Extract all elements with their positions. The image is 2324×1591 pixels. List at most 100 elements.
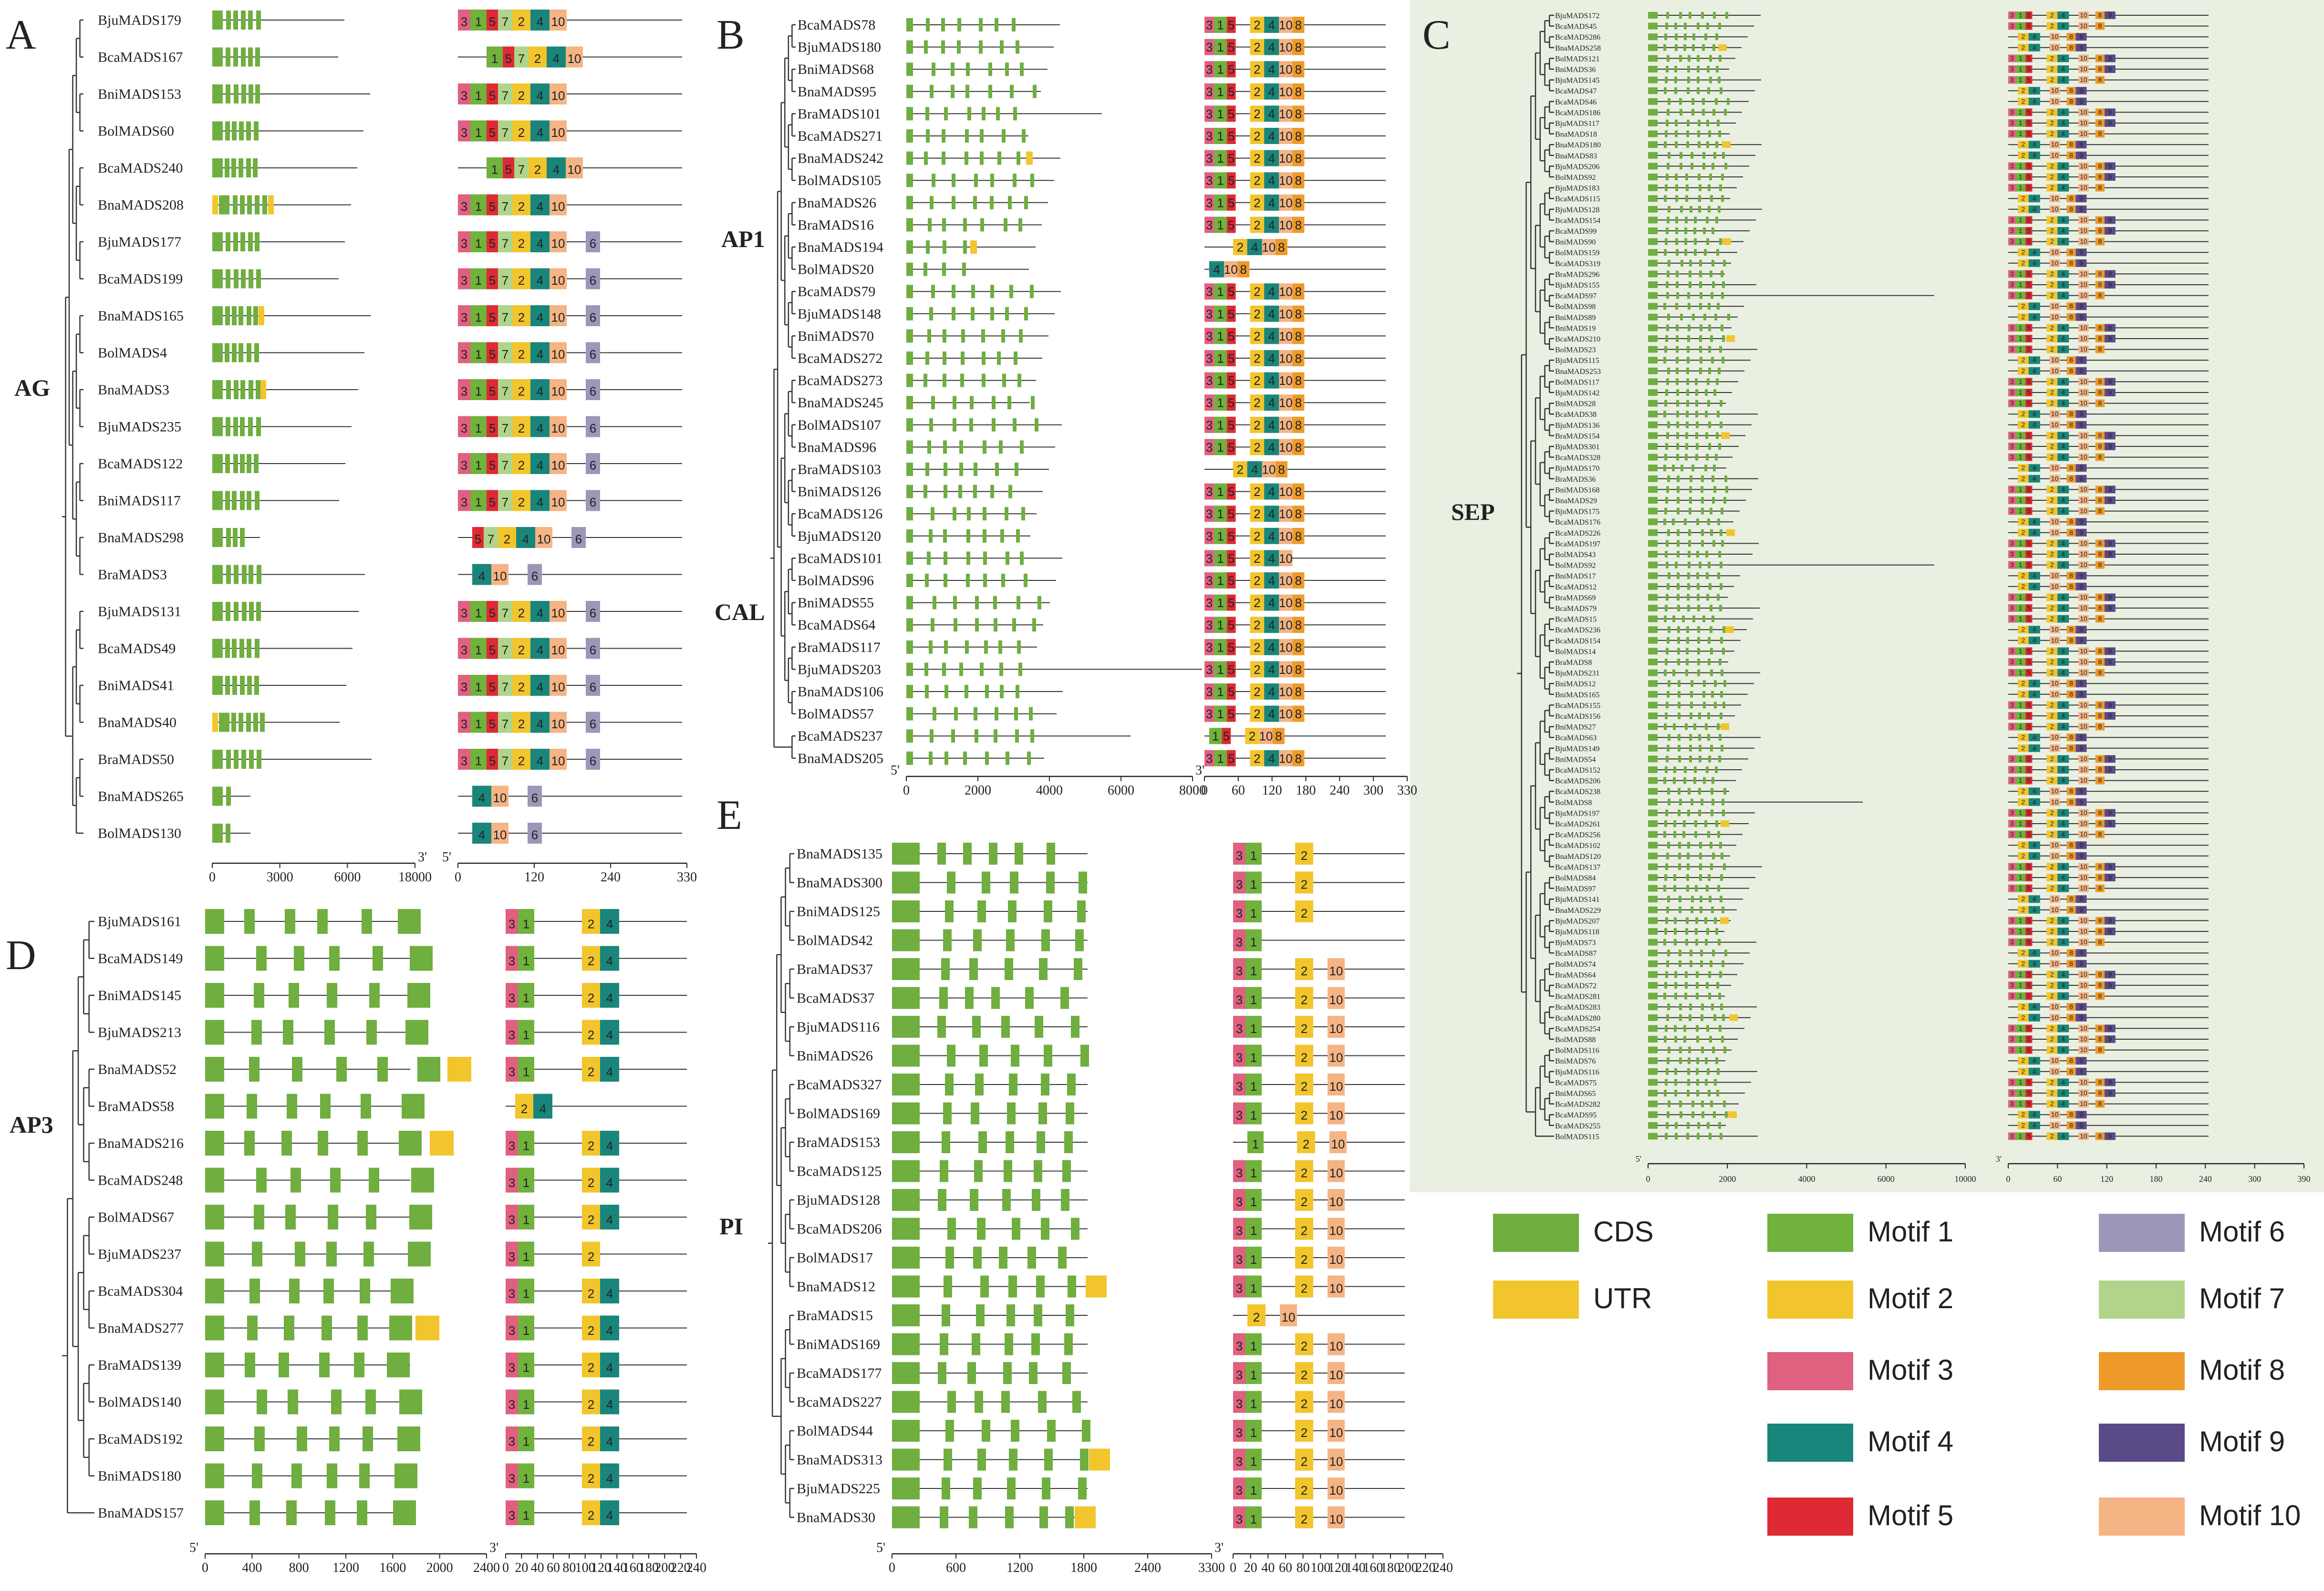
cds-exon [407,983,430,1008]
cds-exon [1678,788,1681,795]
motif-number: 3 [508,917,515,931]
cds-exon [232,639,237,658]
motif-number: 4 [2033,895,2036,903]
cds-exon [1648,874,1658,881]
gene-name-label: BjuMADS117 [1555,120,1599,128]
motif-number: 4 [537,88,543,103]
cds-exon [1686,130,1689,137]
motif-3-block [1204,283,1214,300]
motif-2-block [2018,313,2029,321]
motif-1-block [1214,483,1227,500]
cds-exon [320,1094,331,1119]
gene-name-label: BcaMADS206 [797,1221,882,1237]
motif-number: 10 [2051,410,2059,418]
motif-number: 2 [2050,1100,2054,1107]
cds-exon [1696,551,1699,558]
cds-exon [399,1131,422,1156]
motif-8-block [2066,43,2076,52]
cds-exon [212,232,223,251]
cds-exon [226,824,230,843]
motif-number: 4 [2061,442,2065,450]
motif-3-block [1204,439,1214,455]
cds-exon [212,750,223,769]
motif-2-block [1250,128,1265,144]
cds-exon [226,750,231,769]
cds-exon [1674,22,1677,30]
motif-number: 4 [2061,809,2065,816]
motif-2-block [512,749,530,770]
cds-exon [1696,1090,1699,1096]
motif-number: 10 [1259,729,1273,744]
motif-number: 1 [2019,496,2023,504]
axis-tick-label: 8000 [1179,783,1206,798]
cds-exon [240,380,245,399]
cds-exon [225,491,230,510]
motif-9-block [2075,367,2087,375]
motif-number: 10 [2051,798,2059,806]
motif-number: 1 [2019,938,2023,946]
cds-exon [1664,820,1667,827]
motif-3-block [2008,399,2016,407]
motif-number: 1 [523,1028,529,1042]
motif-number: 10 [1279,285,1293,299]
motif-number: 4 [2061,54,2065,62]
cds-exon [1674,917,1677,924]
motif-8-block [1292,416,1305,433]
motif-number: 7 [518,162,525,176]
cds-exon [1676,335,1679,342]
motif-number: 4 [1268,40,1275,54]
cds-exon [226,417,230,436]
cds-exon [1690,713,1692,719]
motif-2-block [1250,439,1265,455]
motif-number: 5 [2027,755,2031,763]
cds-exon [1666,378,1669,385]
motif-number: 4 [537,421,543,435]
motif-8-block [2095,22,2105,30]
motif-8-block [1292,617,1305,633]
cds-exon [1720,874,1723,881]
cds-exon [947,1044,955,1067]
motif-number: 1 [2019,927,2023,935]
motif-number: 4 [2033,1067,2036,1075]
motif-1-block [470,638,487,659]
motif-10-block [550,379,567,400]
motif-number: 10 [1224,262,1238,277]
cds-exon [1708,184,1711,191]
cds-exon [1672,465,1675,472]
axis-tick-label: 0 [1201,783,1208,798]
motif-number: 2 [2022,528,2025,536]
motif-number: 10 [1279,396,1293,410]
motif-number: 3 [1206,129,1213,144]
motif-number: 2 [2022,313,2025,320]
motif-number: 9 [2079,475,2083,482]
motif-2-block [2046,119,2058,127]
cds-exon [331,1389,342,1415]
gene-name-label: BnaMADS298 [98,530,184,546]
motif-number: 4 [606,1435,613,1449]
motif-2-block [1250,283,1265,300]
cds-exon [1710,863,1713,870]
motif-10-block [2049,97,2060,105]
motif-2-block [2018,421,2029,429]
cds-exon [1684,249,1687,256]
motif-4-block [1264,572,1279,589]
motif-number: 5 [489,717,496,731]
motif-7-block [498,490,512,511]
motif-number: 2 [2050,604,2054,611]
motif-number: 10 [1279,174,1293,188]
cds-exon [241,269,246,289]
cds-exon [975,1074,984,1095]
motif-number: 8 [2098,819,2102,827]
motif-5-block [1226,394,1236,411]
motif-6-block [528,564,542,585]
motif-number: 2 [1301,1166,1307,1180]
motif-number: 8 [2098,238,2102,245]
cds-exon [1724,163,1727,170]
motif-2-block [2018,259,2029,267]
motif-8-block [2066,151,2076,159]
cds-exon [291,1463,302,1488]
motif-number: 8 [1295,285,1302,299]
motif-number: 3 [508,1471,515,1486]
gene-name-label: BjuMADS207 [1555,917,1599,925]
cds-exon [1717,885,1720,892]
